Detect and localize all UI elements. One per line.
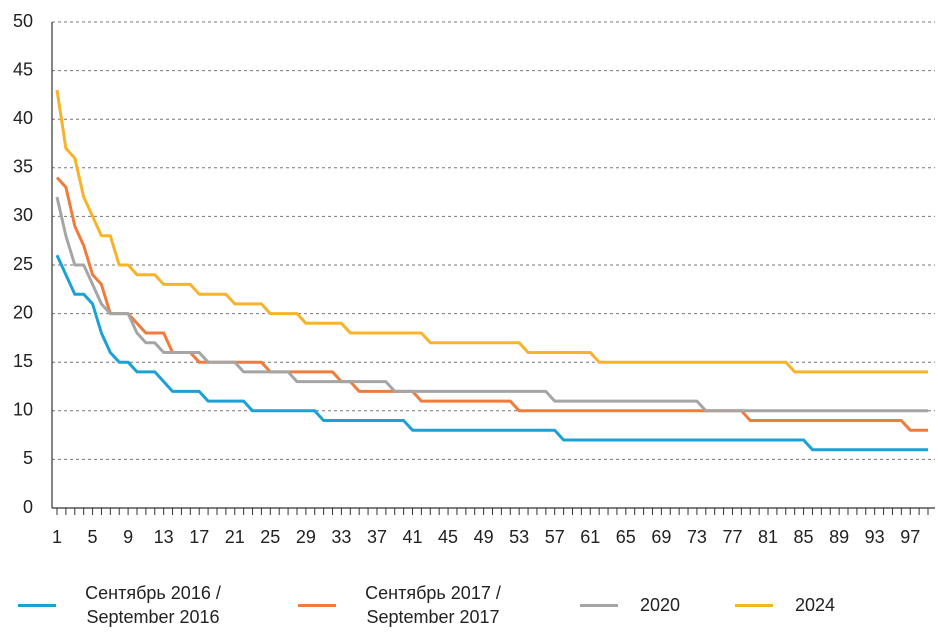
series-line xyxy=(55,254,928,452)
y-tick-label: 5 xyxy=(23,448,33,468)
legend-swatch xyxy=(735,603,773,607)
x-tick-label: 5 xyxy=(88,527,98,547)
x-tick-label: 45 xyxy=(438,527,458,547)
y-tick-label: 15 xyxy=(13,351,33,371)
x-tick-label: 21 xyxy=(225,527,245,547)
x-tick-label: 41 xyxy=(402,527,422,547)
legend-item: Сентябрь 2016 / September 2016 xyxy=(18,580,238,630)
x-tick-label: 61 xyxy=(580,527,600,547)
x-tick-label: 65 xyxy=(616,527,636,547)
x-tick-label: 85 xyxy=(794,527,814,547)
x-tick-label: 33 xyxy=(331,527,351,547)
legend-label: Сентябрь 2016 / September 2016 xyxy=(85,583,221,627)
y-tick-label: 35 xyxy=(13,157,33,177)
x-tick-label: 17 xyxy=(189,527,209,547)
legend-label: 2024 xyxy=(794,595,836,615)
y-tick-label: 20 xyxy=(13,302,33,322)
x-tick-label: 13 xyxy=(154,527,174,547)
x-tick-label: 97 xyxy=(900,527,920,547)
x-tick-label: 73 xyxy=(687,527,707,547)
x-tick-label: 69 xyxy=(651,527,671,547)
legend-swatch xyxy=(18,603,56,607)
series-line xyxy=(55,89,928,374)
legend-label: Сентябрь 2017 / September 2017 xyxy=(365,583,501,627)
y-tick-label: 45 xyxy=(13,59,33,79)
y-tick-label: 10 xyxy=(13,400,33,420)
y-tick-label: 0 xyxy=(23,497,33,517)
series-line xyxy=(55,176,928,432)
y-tick-label: 25 xyxy=(13,254,33,274)
x-tick-label: 89 xyxy=(829,527,849,547)
x-tick-label: 53 xyxy=(509,527,529,547)
x-tick-label: 49 xyxy=(474,527,494,547)
legend-item: 2024 xyxy=(735,580,845,630)
x-tick-label: 57 xyxy=(545,527,565,547)
x-tick-label: 81 xyxy=(758,527,778,547)
x-tick-label: 37 xyxy=(367,527,387,547)
legend-label: 2020 xyxy=(639,595,681,615)
x-tick-label: 25 xyxy=(260,527,280,547)
legend-swatch xyxy=(298,603,336,607)
series-line xyxy=(55,196,928,413)
x-tick-label: 93 xyxy=(865,527,885,547)
x-tick-label: 77 xyxy=(722,527,742,547)
legend-item: Сентябрь 2017 / September 2017 xyxy=(298,580,518,630)
y-tick-label: 50 xyxy=(13,11,33,31)
legend-item: 2020 xyxy=(580,580,690,630)
x-tick-label: 1 xyxy=(52,527,62,547)
legend-swatch xyxy=(580,603,618,607)
x-tick-label: 29 xyxy=(296,527,316,547)
y-tick-label: 30 xyxy=(13,205,33,225)
y-tick-label: 40 xyxy=(13,108,33,128)
x-tick-label: 9 xyxy=(123,527,133,547)
